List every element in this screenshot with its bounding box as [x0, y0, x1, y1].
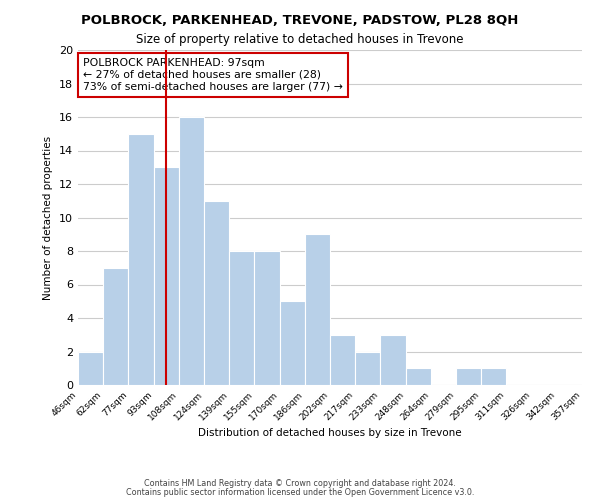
Bar — [280, 301, 305, 385]
Bar — [330, 335, 355, 385]
Bar — [78, 352, 103, 385]
Bar — [128, 134, 154, 385]
Bar — [154, 167, 179, 385]
Text: Contains HM Land Registry data © Crown copyright and database right 2024.: Contains HM Land Registry data © Crown c… — [144, 478, 456, 488]
Bar — [229, 251, 254, 385]
Text: POLBROCK PARKENHEAD: 97sqm
← 27% of detached houses are smaller (28)
73% of semi: POLBROCK PARKENHEAD: 97sqm ← 27% of deta… — [83, 58, 343, 92]
Bar — [481, 368, 506, 385]
Text: Size of property relative to detached houses in Trevone: Size of property relative to detached ho… — [136, 32, 464, 46]
Bar — [380, 335, 406, 385]
Bar — [355, 352, 380, 385]
Bar — [305, 234, 330, 385]
Y-axis label: Number of detached properties: Number of detached properties — [43, 136, 53, 300]
X-axis label: Distribution of detached houses by size in Trevone: Distribution of detached houses by size … — [198, 428, 462, 438]
Text: POLBROCK, PARKENHEAD, TREVONE, PADSTOW, PL28 8QH: POLBROCK, PARKENHEAD, TREVONE, PADSTOW, … — [82, 14, 518, 27]
Text: Contains public sector information licensed under the Open Government Licence v3: Contains public sector information licen… — [126, 488, 474, 497]
Bar — [254, 251, 280, 385]
Bar — [179, 117, 204, 385]
Bar — [406, 368, 431, 385]
Bar — [204, 200, 229, 385]
Bar — [103, 268, 128, 385]
Bar — [456, 368, 481, 385]
